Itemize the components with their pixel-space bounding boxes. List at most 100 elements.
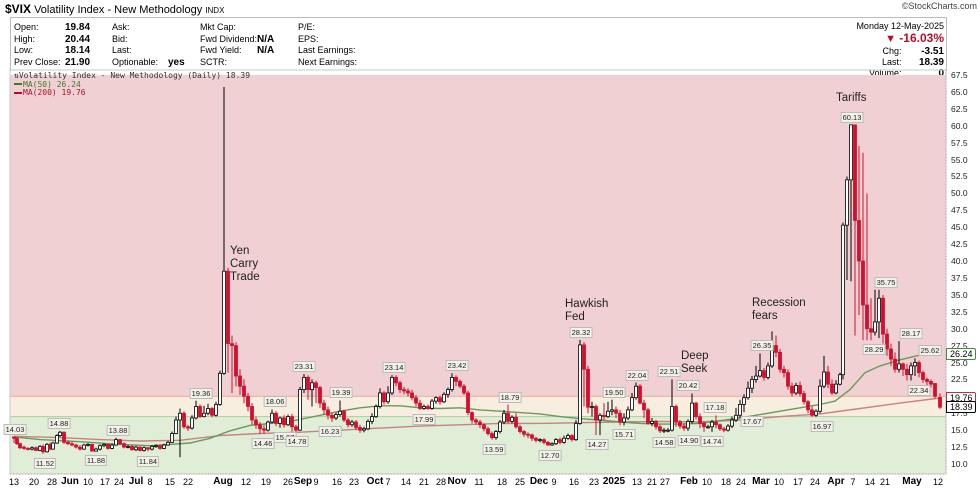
candle	[678, 421, 682, 427]
x-axis-tick: 23	[588, 477, 600, 487]
price-label: 14.90	[677, 434, 701, 446]
candle	[638, 385, 642, 404]
x-axis-tick: Mar	[752, 476, 770, 487]
candle	[70, 443, 74, 446]
x-axis-tick: 21	[879, 477, 891, 487]
x-axis-tick: 16	[568, 477, 580, 487]
candle	[12, 436, 16, 439]
candle	[730, 419, 734, 427]
candle	[618, 412, 622, 423]
candle	[214, 404, 218, 416]
candle	[206, 408, 210, 414]
candle	[794, 385, 798, 394]
price-label: 60.13	[840, 111, 864, 123]
x-axis-tick: 2025	[602, 476, 626, 487]
candle	[194, 406, 198, 419]
x-axis-tick: 20	[28, 477, 40, 487]
x-axis-tick: 12	[932, 477, 944, 487]
price-label: 35.75	[874, 276, 898, 288]
candle	[294, 426, 298, 431]
candle	[810, 409, 814, 416]
candle	[682, 425, 686, 429]
candle	[849, 124, 853, 181]
candle	[286, 416, 290, 426]
legend-ma50: MA(50) 26.24	[14, 80, 250, 90]
fwd-dividend-label: Fwd Dividend:	[200, 33, 258, 44]
candle	[66, 441, 70, 445]
prev-close-label: Prev Close:	[14, 56, 61, 67]
x-axis-tick: Apr	[827, 476, 845, 487]
candle	[546, 441, 550, 446]
candle	[106, 443, 110, 449]
y-axis-tick: 12.5	[951, 442, 968, 453]
candle	[938, 397, 942, 408]
last-price-value: 18.39	[918, 57, 944, 68]
y-axis-tick: 42.5	[951, 239, 968, 250]
chart-legend: ⇅Volatility Index - New Methodology (Dai…	[14, 71, 250, 98]
candle	[933, 383, 937, 397]
candle	[790, 385, 794, 394]
price-label: 15.71	[612, 429, 636, 441]
candle	[538, 439, 542, 442]
candle	[510, 416, 514, 422]
candle	[430, 400, 434, 409]
price-label: 25.62	[918, 345, 942, 357]
candle	[778, 351, 782, 370]
candle	[26, 448, 30, 450]
candle	[250, 406, 254, 421]
x-axis-tick: 7	[385, 477, 391, 487]
candle	[234, 345, 238, 377]
candle	[614, 409, 618, 414]
candle	[654, 420, 658, 428]
candle	[586, 368, 590, 408]
candle	[258, 424, 262, 430]
candle	[526, 433, 530, 436]
y-axis-tick: 60.0	[951, 120, 968, 131]
x-axis-tick: Aug	[213, 476, 233, 487]
candle	[885, 333, 889, 350]
candle	[742, 397, 746, 405]
event-annotation: Deep Seek	[681, 350, 709, 375]
last-price-label: Last:	[881, 57, 902, 67]
candle	[566, 435, 570, 439]
price-label: 11.52	[33, 457, 57, 469]
candle	[522, 431, 526, 435]
mkt-cap-label: Mkt Cap:	[200, 22, 237, 32]
candle	[873, 321, 877, 333]
candle	[426, 406, 430, 409]
event-annotation: Yen Carry Trade	[230, 245, 260, 283]
candle	[758, 370, 762, 377]
candle	[806, 401, 810, 411]
x-axis-tick: 23	[348, 477, 360, 487]
candle	[190, 417, 194, 429]
y-axis-tick: 30.0	[951, 323, 968, 334]
price-label: 22.51	[657, 366, 681, 378]
quote-column-4: P/E: EPS: Last Earnings: Next Earnings:	[298, 22, 357, 68]
candle	[909, 365, 913, 376]
candle	[186, 426, 190, 429]
price-label: 23.31	[292, 360, 316, 372]
candle	[666, 429, 670, 432]
candle	[798, 385, 802, 395]
candle	[154, 445, 158, 448]
price-label: 18.79	[498, 391, 522, 403]
x-axis-tick: 17	[792, 477, 804, 487]
candle	[518, 426, 522, 432]
candle	[126, 445, 130, 448]
candle	[502, 412, 506, 423]
y-axis-tick: 40.0	[951, 256, 968, 267]
candle	[838, 374, 842, 385]
candle	[122, 443, 126, 448]
quote-info-panel: Open: 19.84 High: 20.44 Low: 18.14 Prev Clo…	[10, 17, 947, 79]
y-axis-tick: 45.0	[951, 222, 968, 233]
candle	[869, 328, 873, 333]
candle	[74, 444, 78, 448]
candle	[374, 406, 378, 418]
candle	[182, 412, 186, 428]
volume-value: 0	[938, 68, 944, 79]
candle	[642, 402, 646, 411]
candle	[302, 376, 306, 390]
candle	[326, 409, 330, 416]
candle	[845, 179, 849, 226]
candle	[334, 414, 338, 419]
